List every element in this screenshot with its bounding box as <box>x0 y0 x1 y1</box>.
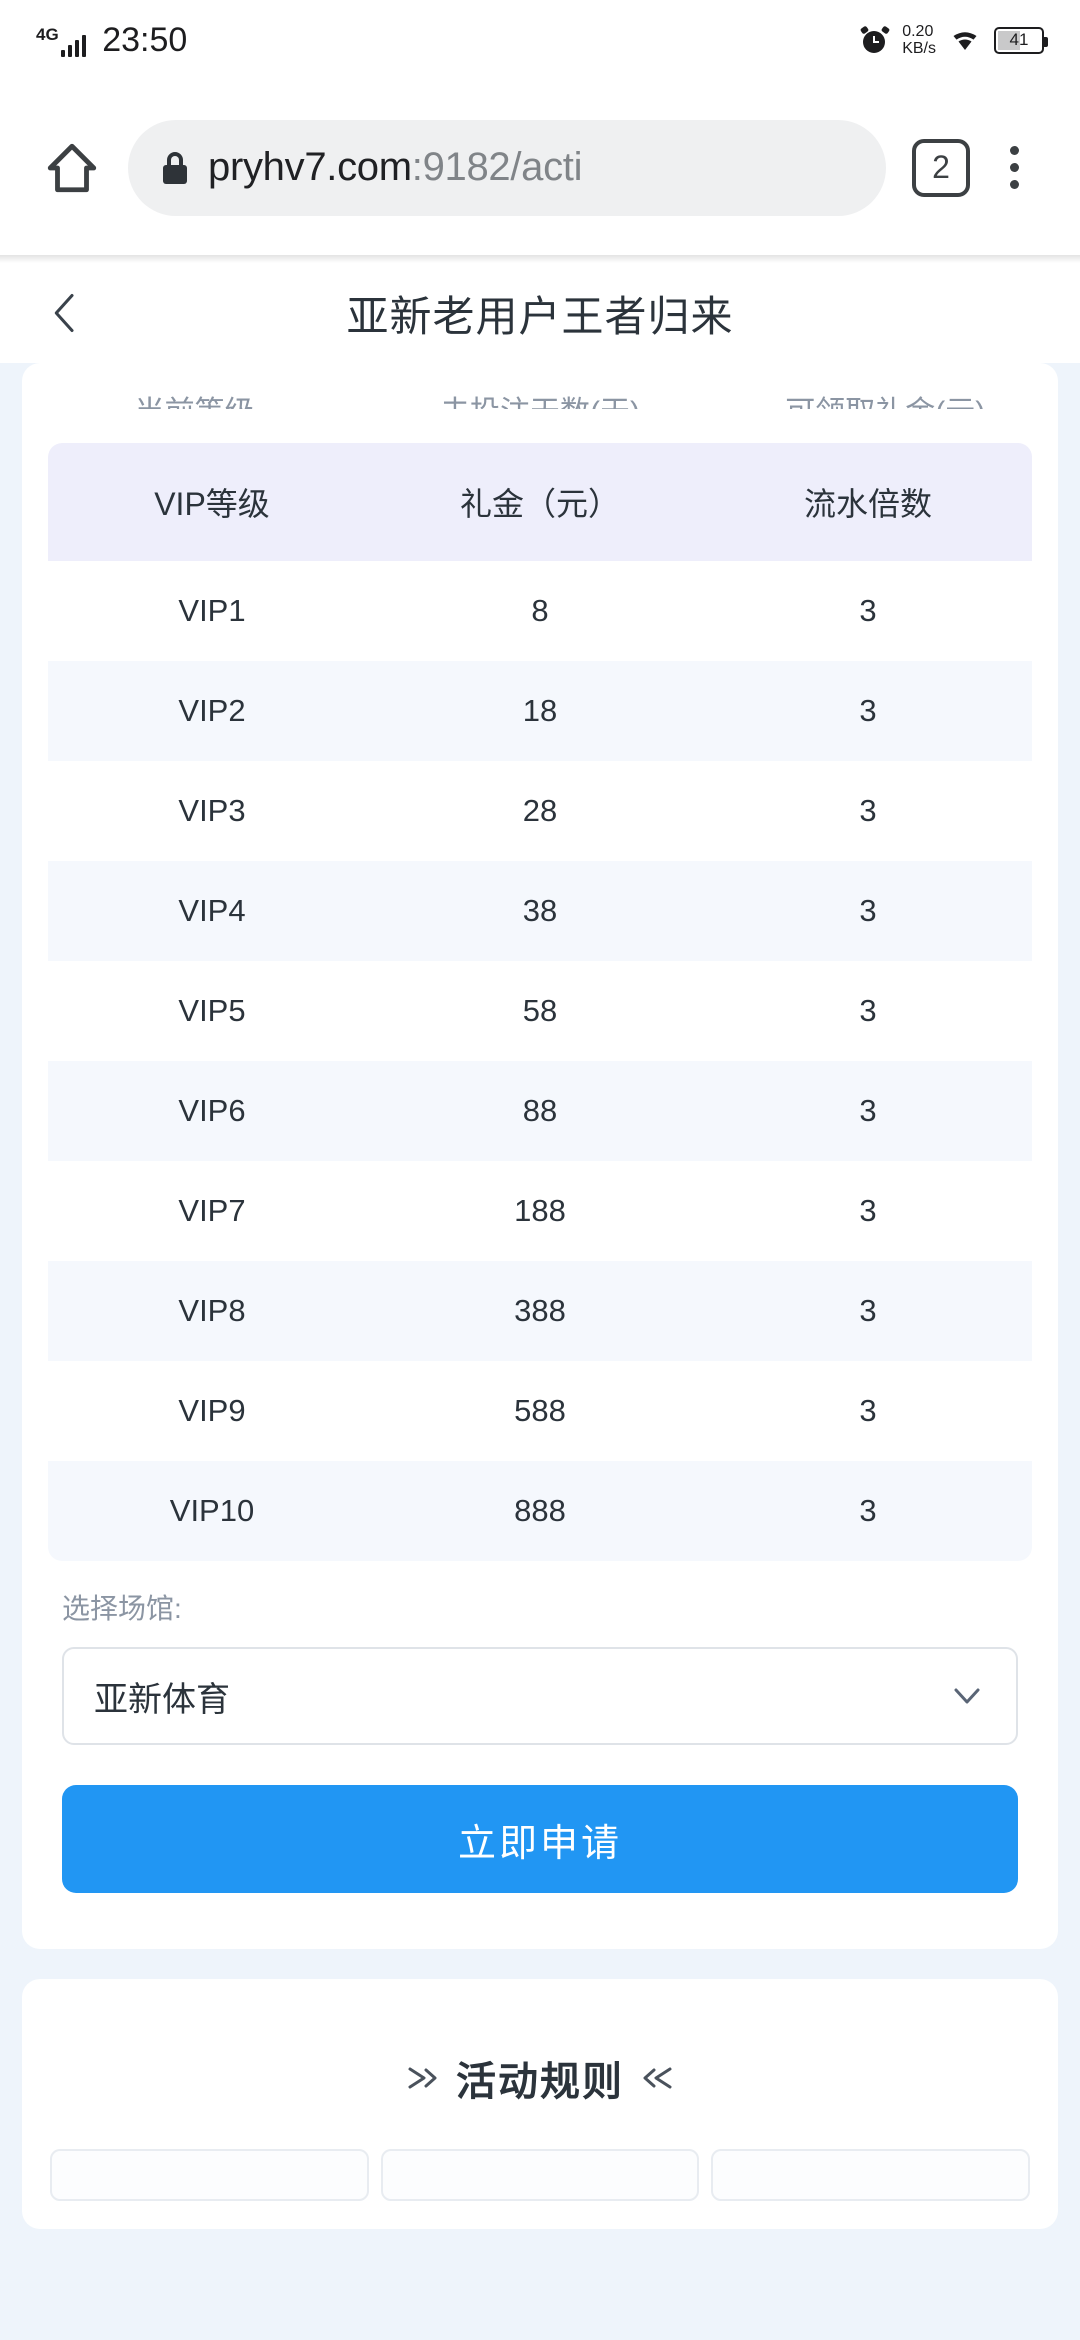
venue-select-value: 亚新体育 <box>94 1680 230 1719</box>
table-row: VIP4 38 3 <box>48 861 1032 961</box>
cell-vip-level: VIP4 <box>48 861 376 961</box>
browser-toolbar: pryhv7.com:9182/acti 2 <box>0 80 1080 255</box>
cell-gift-amount: 88 <box>376 1061 704 1161</box>
table-row: VIP7 188 3 <box>48 1161 1032 1261</box>
lock-icon <box>162 151 188 184</box>
clipped-header-cell: 当前等级 <box>22 387 367 409</box>
tab-count-label: 2 <box>932 149 950 185</box>
apply-button-wrap: 立即申请 <box>22 1745 1058 1949</box>
status-clock: 23:50 <box>102 21 188 59</box>
status-bar-right: 0.20 KB/s 41 <box>860 0 1048 80</box>
alarm-icon <box>860 25 891 53</box>
network-type-label: 4G <box>36 25 59 44</box>
cell-rollover-multiple: 3 <box>704 861 1032 961</box>
battery-icon: 41 <box>994 26 1048 54</box>
activity-rules-tabs <box>22 2107 1058 2201</box>
page-header: 亚新老用户王者归来 <box>0 263 1080 363</box>
table-header-row: VIP等级 礼金（元） 流水倍数 <box>48 443 1032 561</box>
cell-rollover-multiple: 3 <box>704 961 1032 1061</box>
android-status-bar: 4G 23:50 0.20 KB/s 41 <box>0 0 1080 80</box>
rules-tab[interactable] <box>711 2149 1031 2201</box>
toolbar-shadow <box>0 255 1080 263</box>
home-icon[interactable] <box>36 132 108 204</box>
network-speed-unit: KB/s <box>902 40 936 57</box>
cell-rollover-multiple: 3 <box>704 1161 1032 1261</box>
url-bar[interactable]: pryhv7.com:9182/acti <box>128 119 886 216</box>
signal-icon: 4G <box>36 25 87 57</box>
page-scroll-area[interactable]: 当前等级 未投注天数(天) 可领取礼金(元) VIP等级 礼金（元） 流水倍数 <box>0 363 1080 2229</box>
cell-gift-amount: 588 <box>376 1361 704 1461</box>
cell-rollover-multiple: 3 <box>704 561 1032 661</box>
cell-gift-amount: 18 <box>376 661 704 761</box>
cell-vip-level: VIP8 <box>48 1261 376 1361</box>
rules-tab[interactable] <box>50 2149 369 2201</box>
column-header-rollover-multiple: 流水倍数 <box>704 443 1032 561</box>
cell-vip-level: VIP3 <box>48 761 376 861</box>
table-row: VIP5 58 3 <box>48 961 1032 1061</box>
cell-rollover-multiple: 3 <box>704 1261 1032 1361</box>
cell-vip-level: VIP6 <box>48 1061 376 1161</box>
cell-rollover-multiple: 3 <box>704 761 1032 861</box>
clipped-previous-table-header: 当前等级 未投注天数(天) 可领取礼金(元) <box>22 363 1058 409</box>
url-text: pryhv7.com:9182/acti <box>208 145 582 190</box>
table-row: VIP1 8 3 <box>48 561 1032 661</box>
clipped-header-cell: 可领取礼金(元) <box>713 387 1058 409</box>
venue-select-input[interactable]: 亚新体育 <box>62 1647 1018 1745</box>
url-host: pryhv7.com <box>208 145 412 189</box>
chevron-left-icon[interactable] <box>30 263 100 363</box>
column-header-vip-level: VIP等级 <box>48 443 376 561</box>
cell-vip-level: VIP2 <box>48 661 376 761</box>
cell-rollover-multiple: 3 <box>704 661 1032 761</box>
table-row: VIP10 888 3 <box>48 1461 1032 1561</box>
venue-select-block: 选择场馆: 亚新体育 <box>22 1561 1058 1745</box>
cell-gift-amount: 888 <box>376 1461 704 1561</box>
rules-tab[interactable] <box>380 2149 700 2201</box>
vip-gift-card: 当前等级 未投注天数(天) 可领取礼金(元) VIP等级 礼金（元） 流水倍数 <box>22 363 1058 1949</box>
chevron-down-icon[interactable] <box>948 1677 986 1715</box>
overflow-menu-icon[interactable] <box>984 132 1044 204</box>
arrow-right-deco-icon <box>188 2065 438 2091</box>
cell-gift-amount: 28 <box>376 761 704 861</box>
signal-bars-icon <box>60 35 87 57</box>
battery-percent-label: 41 <box>1009 30 1029 49</box>
network-speed-indicator: 0.20 KB/s <box>902 23 936 58</box>
table-row: VIP6 88 3 <box>48 1061 1032 1161</box>
clipped-header-cell: 未投注天数(天) <box>367 387 712 409</box>
activity-rules-card: 活动规则 <box>22 1979 1058 2229</box>
cell-vip-level: VIP10 <box>48 1461 376 1561</box>
cell-gift-amount: 38 <box>376 861 704 961</box>
cell-rollover-multiple: 3 <box>704 1361 1032 1461</box>
network-speed-value: 0.20 <box>902 22 934 40</box>
cell-vip-level: VIP7 <box>48 1161 376 1261</box>
url-path: :9182/acti <box>411 145 583 189</box>
cell-vip-level: VIP5 <box>48 961 376 1061</box>
table-row: VIP2 18 3 <box>48 661 1032 761</box>
web-page-viewport: 亚新老用户王者归来 当前等级 未投注天数(天) 可领取礼金(元) VIP等级 礼 <box>0 263 1080 2340</box>
cell-vip-level: VIP1 <box>48 561 376 661</box>
table-row: VIP8 388 3 <box>48 1261 1032 1361</box>
cell-gift-amount: 188 <box>376 1161 704 1261</box>
table-row: VIP9 588 3 <box>48 1361 1032 1461</box>
status-bar-left: 4G 23:50 <box>36 23 187 57</box>
apply-now-button[interactable]: 立即申请 <box>62 1785 1018 1893</box>
cell-gift-amount: 388 <box>376 1261 704 1361</box>
cell-rollover-multiple: 3 <box>704 1461 1032 1561</box>
cell-vip-level: VIP9 <box>48 1361 376 1461</box>
table-row: VIP3 28 3 <box>48 761 1032 861</box>
cell-gift-amount: 8 <box>376 561 704 661</box>
arrow-left-deco-icon <box>642 2065 892 2091</box>
tab-switcher-button[interactable]: 2 <box>912 138 970 197</box>
activity-rules-title-row: 活动规则 <box>22 2049 1058 2107</box>
wifi-icon <box>950 28 980 52</box>
page-title: 亚新老用户王者归来 <box>346 292 734 340</box>
venue-select-label: 选择场馆: <box>62 1593 182 1624</box>
column-header-gift-amount: 礼金（元） <box>376 443 704 561</box>
activity-rules-title: 活动规则 <box>456 2060 624 2104</box>
cell-rollover-multiple: 3 <box>704 1061 1032 1161</box>
vip-gift-table: VIP等级 礼金（元） 流水倍数 VIP1 8 3 VIP2 18 3 VIP3 28 3 VIP… <box>48 443 1032 1561</box>
cell-gift-amount: 58 <box>376 961 704 1061</box>
